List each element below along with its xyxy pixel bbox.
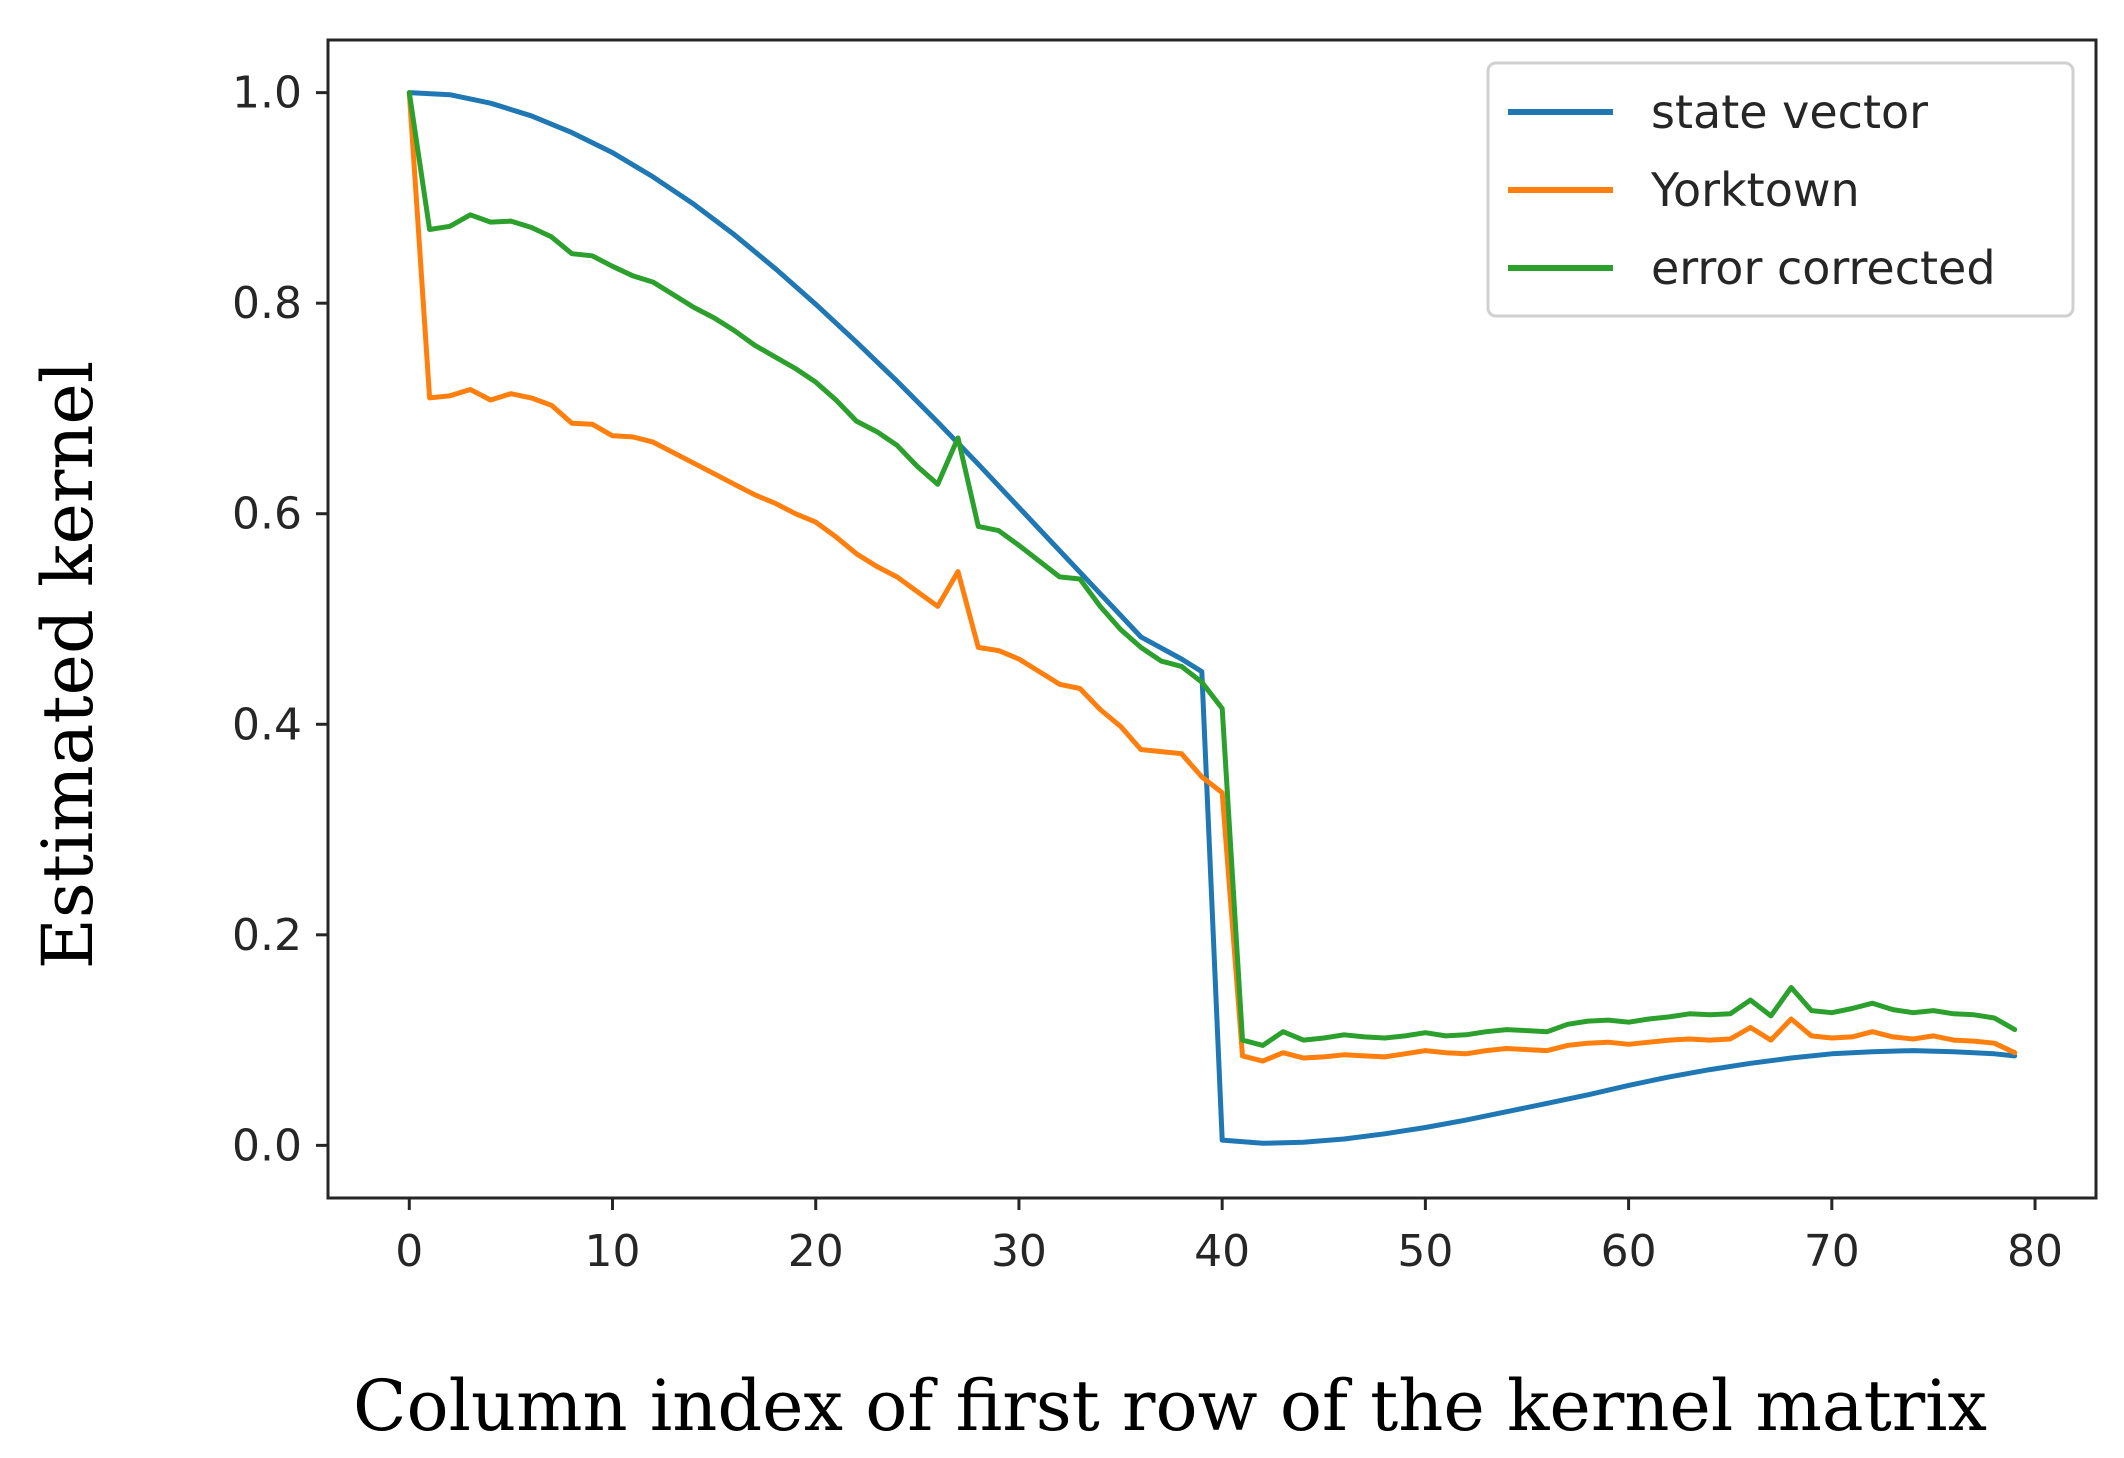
x-tick-label: 60 — [1601, 1226, 1657, 1277]
plot-frame — [326, 38, 2098, 1200]
legend: state vector Yorktown error corrected — [1486, 61, 2075, 318]
legend-label-state-vector: state vector — [1651, 85, 1928, 139]
y-axis-ticks: 0.0 0.2 0.4 0.6 0.8 1.0 — [232, 68, 328, 1171]
y-tick-label: 1.0 — [232, 68, 302, 119]
y-tick-label: 0.2 — [232, 910, 302, 961]
y-tick-label: 0.8 — [232, 278, 302, 329]
x-tick-label: 10 — [585, 1226, 641, 1277]
y-tick-label: 0.4 — [232, 699, 302, 750]
x-tick-label: 30 — [991, 1226, 1047, 1277]
series-layer — [406, 90, 2018, 1146]
y-tick-label: 0.6 — [232, 489, 302, 540]
x-axis-ticks: 0 10 20 30 40 50 60 70 80 — [395, 1198, 2063, 1277]
x-tick-label: 50 — [1397, 1226, 1453, 1277]
y-axis-title: Estimated kernel — [27, 361, 109, 969]
x-tick-label: 0 — [395, 1226, 423, 1277]
series-line-error-corrected — [406, 90, 2018, 1048]
x-tick-label: 70 — [1804, 1226, 1860, 1277]
y-tick-label: 0.0 — [232, 1120, 302, 1171]
legend-label-yorktown: Yorktown — [1650, 163, 1860, 217]
x-axis-title: Column index of first row of the kernel … — [353, 1365, 1987, 1447]
x-tick-label: 80 — [2007, 1226, 2063, 1277]
series-line-yorktown — [406, 90, 2018, 1064]
legend-box — [1486, 61, 2075, 318]
x-tick-label: 20 — [788, 1226, 844, 1277]
x-tick-label: 40 — [1194, 1226, 1250, 1277]
legend-label-error-corrected: error corrected — [1651, 241, 1996, 295]
series-line-state-vector — [406, 90, 2018, 1146]
